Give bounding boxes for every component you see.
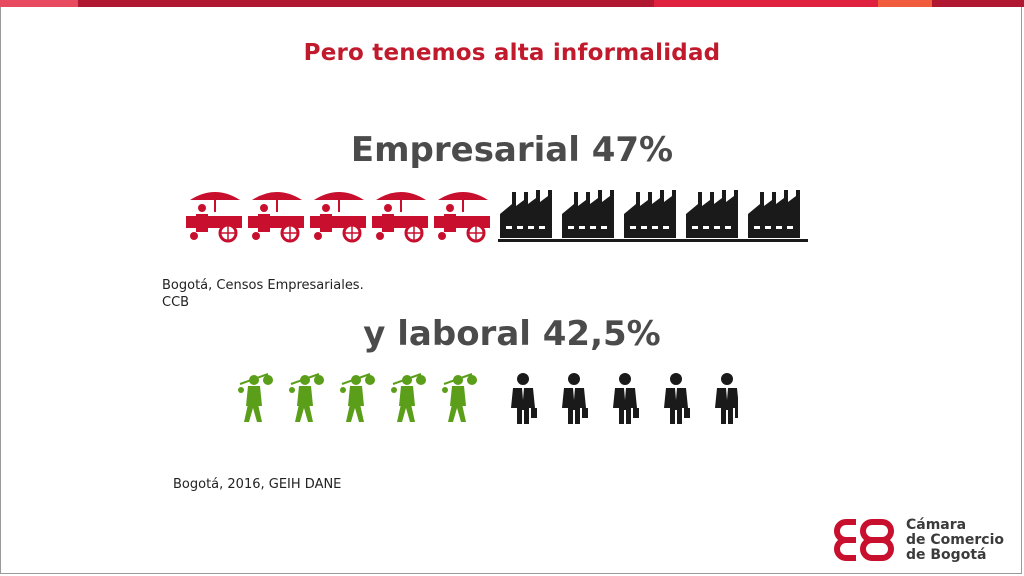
business-informality-heading: Empresarial 47% — [350, 130, 674, 170]
street-vendor-cart-icon — [310, 192, 366, 243]
informal-worker-icon — [289, 373, 324, 422]
factory-icon — [622, 190, 684, 242]
street-vendor-cart-icon — [372, 192, 428, 243]
businessman-icon — [511, 373, 537, 424]
informal-worker-icon — [391, 373, 426, 422]
factory-icon — [746, 190, 808, 242]
top-color-bar — [0, 0, 1024, 7]
factory-icon — [498, 190, 560, 242]
businessman-icon — [613, 373, 639, 424]
street-vendor-cart-icon — [434, 192, 490, 243]
ccb-logo-text: Cámara de Comercio de Bogotá — [906, 518, 1004, 563]
street-vendor-cart-icon — [248, 192, 304, 243]
business-source-line1: Bogotá, Censos Empresariales. — [162, 278, 364, 293]
business-source: Bogotá, Censos Empresariales. CCB — [162, 277, 392, 311]
business-icon-row — [186, 190, 808, 243]
businessman-icon — [562, 373, 588, 424]
logo-line2: de Comercio — [906, 532, 1004, 548]
slide-title: Pero tenemos alta informalidad — [303, 40, 721, 66]
informal-worker-icon — [340, 373, 375, 422]
logo-line1: Cámara — [906, 517, 967, 533]
labor-icon-row — [238, 373, 738, 424]
informal-worker-icon — [442, 373, 477, 422]
factory-icon — [560, 190, 622, 242]
business-source-line2: CCB — [162, 295, 190, 310]
factory-icon — [684, 190, 746, 242]
logo-line3: de Bogotá — [906, 547, 987, 563]
labor-informality-heading: y laboral 42,5% — [363, 314, 661, 354]
businessman-icon — [715, 373, 738, 424]
informal-worker-icon — [238, 373, 273, 422]
street-vendor-cart-icon — [186, 192, 242, 243]
labor-source: Bogotá, 2016, GEIH DANE — [173, 477, 342, 492]
ccb-logo-mark — [834, 519, 894, 561]
businessman-icon — [664, 373, 690, 424]
